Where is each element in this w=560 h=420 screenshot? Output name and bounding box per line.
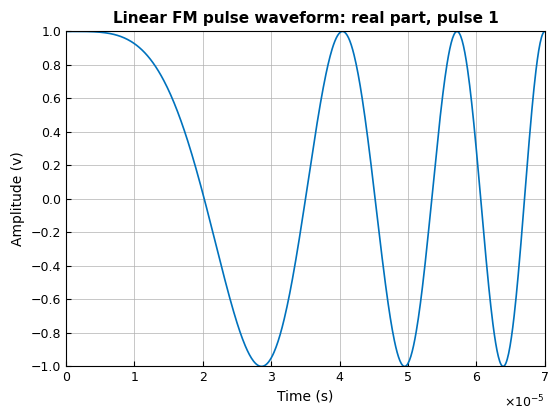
Text: $\times10^{-5}$: $\times10^{-5}$: [504, 393, 545, 410]
Y-axis label: Amplitude (v): Amplitude (v): [11, 152, 25, 246]
Title: Linear FM pulse waveform: real part, pulse 1: Linear FM pulse waveform: real part, pul…: [113, 11, 498, 26]
X-axis label: Time (s): Time (s): [277, 390, 334, 404]
